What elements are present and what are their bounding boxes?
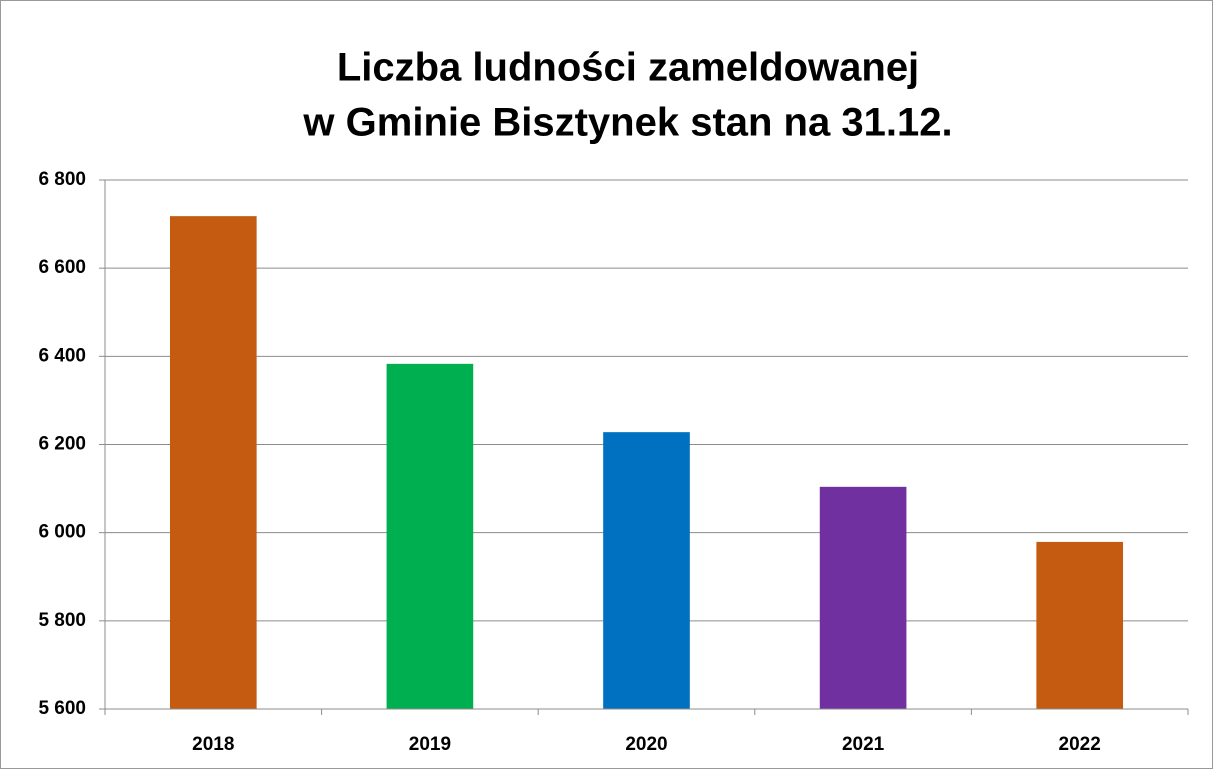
y-tick-label: 5 800: [38, 610, 86, 631]
chart-title: w Gminie Bisztynek stan na 31.12.: [302, 101, 952, 145]
x-tick-label: 2022: [1059, 734, 1101, 755]
y-tick-label: 6 200: [38, 434, 86, 455]
x-tick-label: 2019: [409, 734, 451, 755]
y-tick-label: 6 000: [38, 522, 86, 543]
bar: [169, 216, 257, 710]
x-tick-label: 2020: [625, 734, 667, 755]
bar: [1036, 541, 1124, 709]
x-tick-label: 2021: [842, 734, 885, 755]
bar: [603, 432, 690, 709]
y-tick-label: 6 600: [38, 257, 86, 278]
x-tick-label: 2018: [192, 734, 234, 755]
bar: [819, 486, 907, 709]
y-tick-label: 6 800: [38, 169, 86, 190]
bar: [386, 363, 474, 709]
y-tick-label: 5 600: [38, 698, 86, 719]
chart-title: Liczba ludności zameldowanej: [337, 46, 919, 90]
y-tick-label: 6 400: [38, 345, 86, 366]
